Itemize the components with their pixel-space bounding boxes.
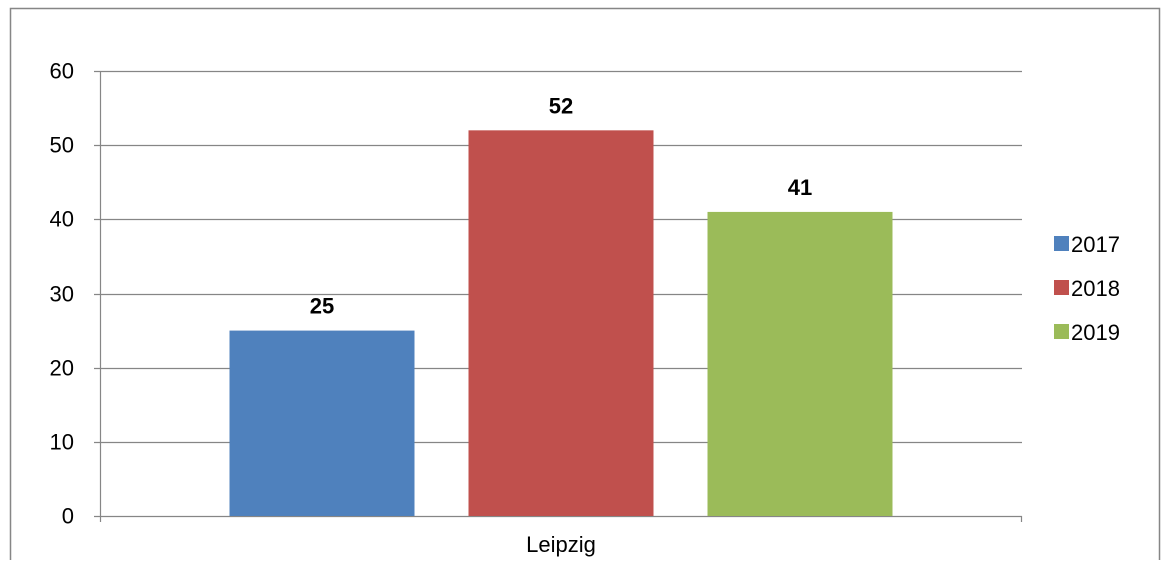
bar-2018 xyxy=(468,130,654,517)
legend-swatch-2018 xyxy=(1054,280,1069,295)
x-tick-label: Leipzig xyxy=(526,532,596,557)
y-tick-label: 20 xyxy=(50,356,74,381)
y-tick-label: 40 xyxy=(50,207,74,232)
x-axis-ticks: Leipzig xyxy=(526,532,596,557)
data-label-2018: 52 xyxy=(549,93,573,118)
y-tick-label: 60 xyxy=(50,59,74,84)
legend: 2017 2018 2019 xyxy=(1054,232,1120,345)
y-axis-ticks: 0 10 20 30 40 50 60 xyxy=(50,59,74,529)
y-tick-label: 10 xyxy=(50,430,74,455)
bar-2017 xyxy=(229,330,415,516)
legend-swatch-2019 xyxy=(1054,324,1069,339)
bar-2019 xyxy=(707,211,893,516)
bars xyxy=(229,130,893,517)
legend-swatch-2017 xyxy=(1054,236,1069,251)
legend-label-2019: 2019 xyxy=(1071,320,1120,345)
y-tick-label: 30 xyxy=(50,282,74,307)
y-tick-label: 0 xyxy=(62,504,74,529)
legend-label-2017: 2017 xyxy=(1071,232,1120,257)
data-label-2019: 41 xyxy=(788,175,812,200)
y-tick-label: 50 xyxy=(50,133,74,158)
data-labels: 25 52 41 xyxy=(310,93,812,318)
data-label-2017: 25 xyxy=(310,294,334,319)
legend-label-2018: 2018 xyxy=(1071,276,1120,301)
